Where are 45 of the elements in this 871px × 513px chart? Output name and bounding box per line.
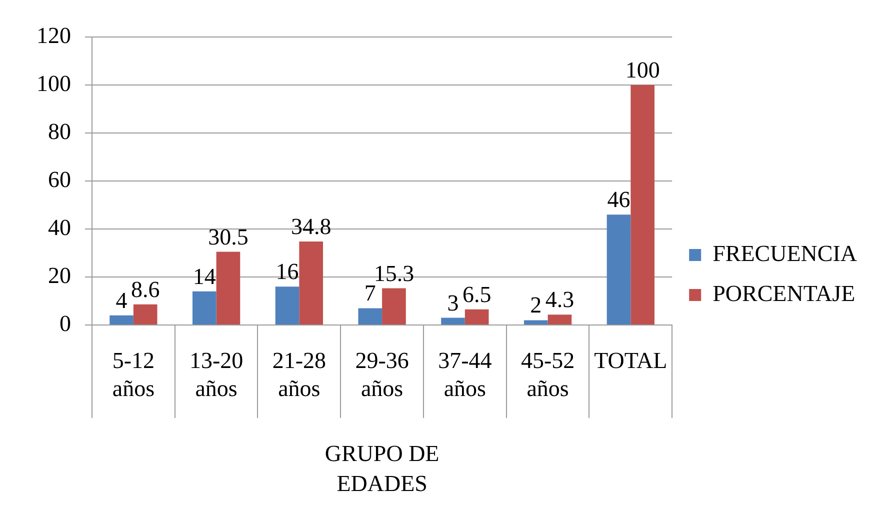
data-label: 100 [625,58,660,83]
data-label: 6.5 [462,282,492,307]
data-label: 7 [364,280,376,306]
bar [382,288,406,324]
bar [216,252,240,324]
bar [299,241,324,324]
data-label: 14 [192,264,216,289]
x-axis-title: GRUPO DE EDADES [324,441,440,496]
bar [110,315,134,324]
legend-label: FRECUENCIA [712,241,858,266]
x-tick-label: 5-12 años [112,348,155,402]
y-tick-label: 40 [48,215,71,240]
data-label: 16 [276,259,299,284]
data-label: 30.5 [208,224,248,250]
x-tick-label: 45-52 años [520,348,575,402]
x-tick-label: 37-44 años [438,348,492,402]
data-label: 46 [607,187,630,212]
data-label: 34.8 [290,214,332,240]
y-tick-label: 100 [36,71,71,96]
x-tick-label: 29-36 años [355,348,409,402]
bar [133,304,158,324]
data-label: 8.6 [130,276,160,302]
data-label: 4.3 [545,287,574,312]
data-label: 3 [447,290,459,316]
legend-label: PORCENTAJE [712,281,856,306]
data-label: 2 [530,292,542,318]
x-tick-label: TOTAL [594,348,668,374]
y-tick-label: 20 [48,263,71,288]
bar [548,314,572,324]
y-tick-label: 0 [60,311,71,336]
bar [524,320,548,324]
y-tick-label: 120 [36,23,71,48]
data-label: 4 [116,288,128,313]
y-tick-label: 80 [48,119,71,144]
bar [275,286,300,324]
bar [358,308,382,324]
x-tick-label: 21-28 años [272,348,326,402]
x-tick-label: 13-20 años [189,348,244,402]
bar [192,291,216,324]
bar [464,309,489,324]
y-tick-label: 60 [48,167,71,192]
bar [606,214,631,324]
bar [630,85,654,324]
bar [441,318,465,324]
data-label: 15.3 [374,260,414,286]
